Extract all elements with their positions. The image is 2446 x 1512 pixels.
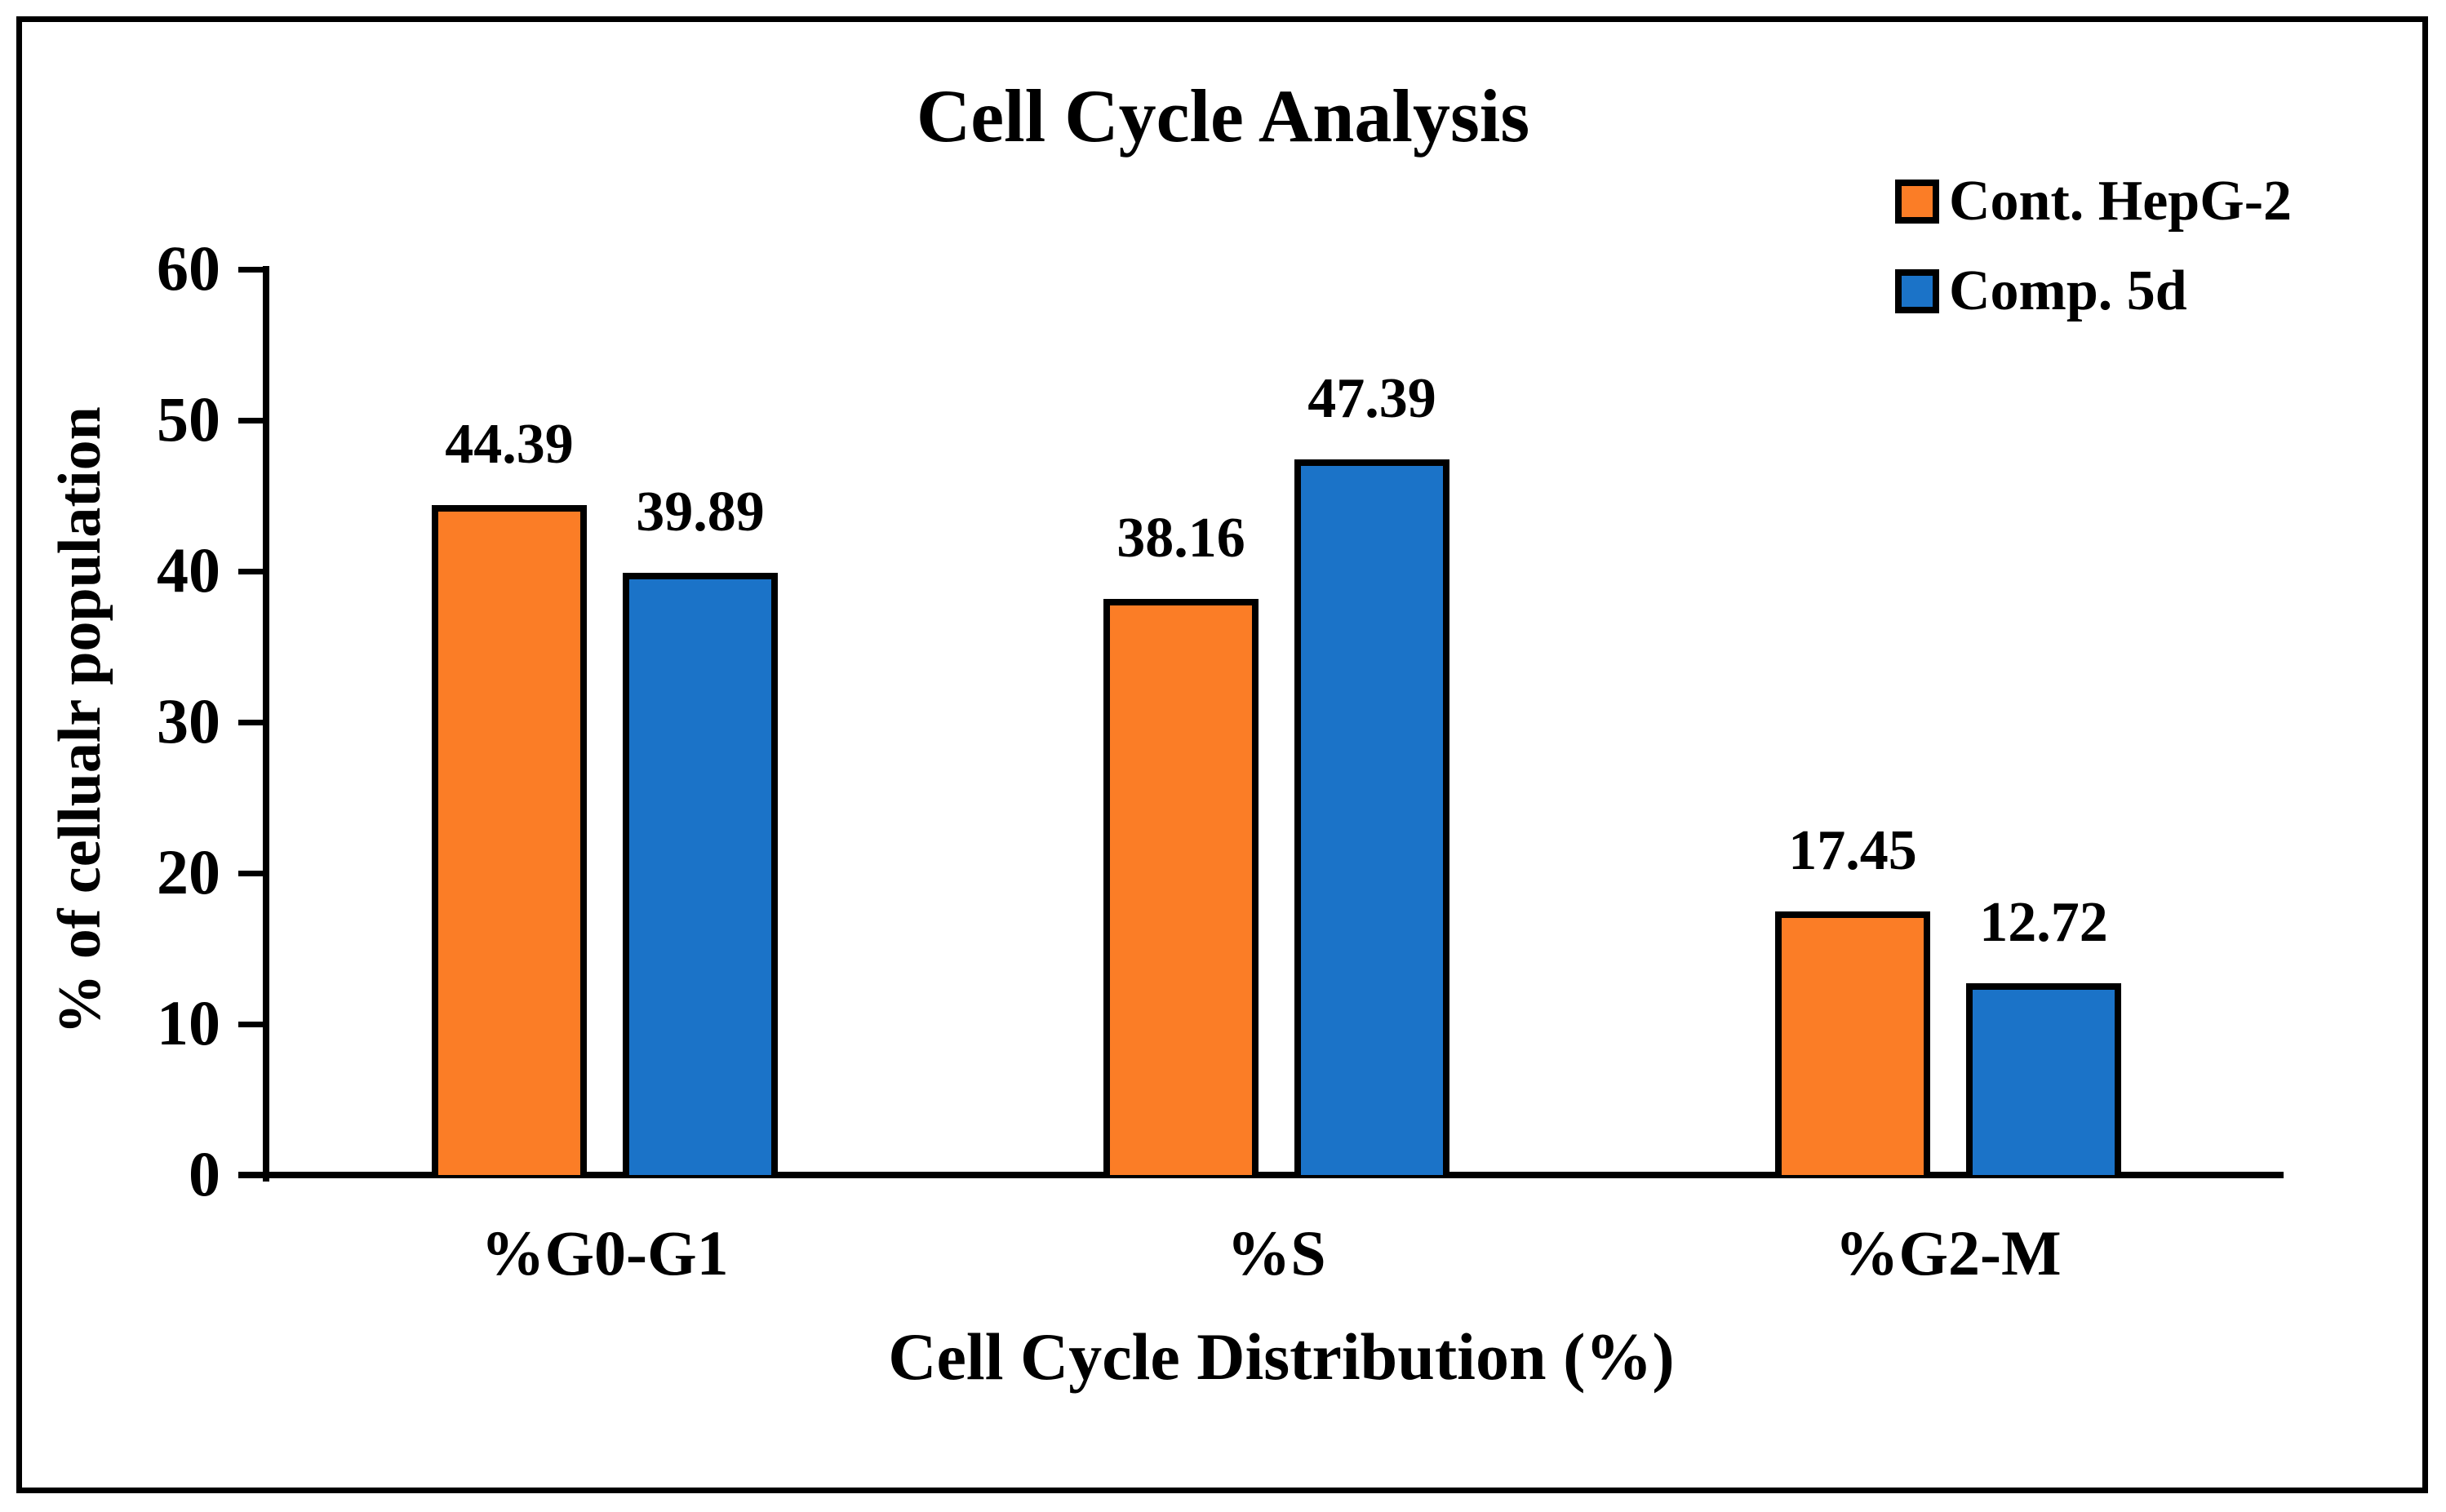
y-tick	[238, 569, 263, 574]
bar-cont-hepg-2-g0-g1	[432, 505, 587, 1175]
bar-value-label: 17.45	[1788, 819, 1917, 882]
y-tick-label: 60	[157, 233, 220, 304]
bar-value-label: 12.72	[1979, 891, 2108, 954]
y-tick-label: 40	[157, 534, 220, 605]
x-axis-line	[238, 1172, 2284, 1178]
x-category-label-g0-g1: %G0-G1	[481, 1217, 729, 1288]
bar-value-label: 47.39	[1307, 367, 1436, 430]
y-tick	[238, 1173, 263, 1178]
y-tick	[238, 267, 263, 273]
y-tick-label: 20	[157, 836, 220, 907]
legend-label: Cont. HepG-2	[1949, 170, 2292, 233]
legend-item-cont-hepg-2: Cont. HepG-2	[1895, 170, 2292, 233]
y-tick	[238, 1022, 263, 1027]
chart-title: Cell Cycle Analysis	[916, 74, 1530, 157]
x-axis-title: Cell Cycle Distribution (%)	[888, 1319, 1675, 1394]
y-tick-label: 0	[189, 1138, 220, 1209]
bar-comp-5d-g2-m	[1966, 983, 2121, 1175]
bar-cont-hepg-2-g2-m	[1775, 911, 1930, 1175]
y-tick	[238, 871, 263, 876]
bar-value-label: 38.16	[1116, 507, 1245, 570]
bar-value-label: 39.89	[636, 481, 765, 543]
y-tick-label: 50	[157, 384, 220, 454]
y-tick-label: 10	[157, 987, 220, 1058]
legend-item-comp-5d: Comp. 5d	[1895, 259, 2292, 323]
bar-comp-5d-s	[1294, 459, 1449, 1175]
legend-swatch-icon	[1895, 269, 1939, 313]
y-axis-line	[263, 266, 269, 1182]
chart-legend: Cont. HepG-2 Comp. 5d	[1895, 170, 2292, 349]
bar-cont-hepg-2-s	[1103, 599, 1259, 1175]
y-tick-label: 30	[157, 685, 220, 756]
bar-value-label: 44.39	[445, 413, 574, 476]
x-category-label-s: %S	[1227, 1217, 1326, 1288]
x-category-label-g2-m: %G2-M	[1835, 1217, 2062, 1288]
bar-comp-5d-g0-g1	[623, 573, 778, 1175]
y-tick	[238, 418, 263, 423]
legend-swatch-icon	[1895, 180, 1939, 224]
legend-label: Comp. 5d	[1949, 259, 2187, 322]
y-tick	[238, 720, 263, 725]
figure-frame	[16, 16, 2428, 1493]
